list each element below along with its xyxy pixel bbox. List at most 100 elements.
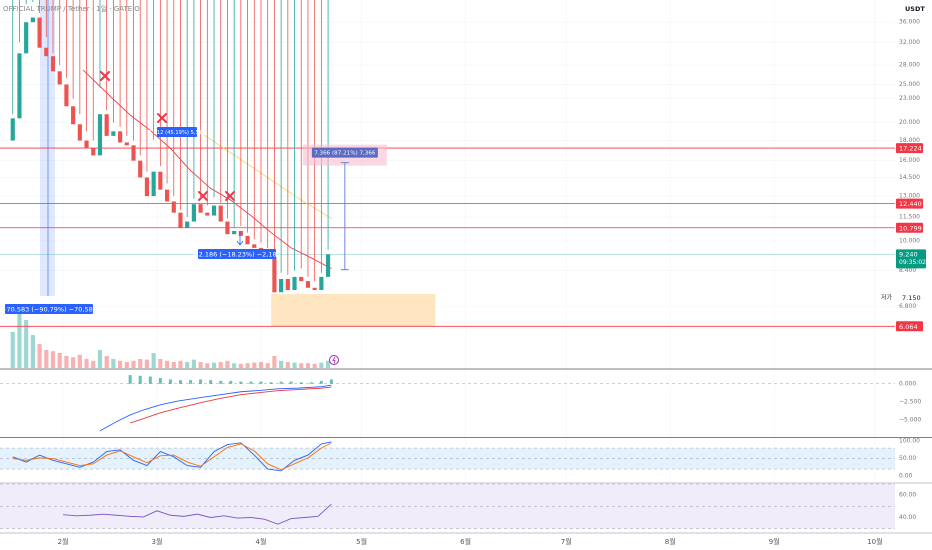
volume-bar [91,360,96,368]
histogram-bar [148,376,152,384]
y-tick-label: 50.00 [899,455,916,462]
candle-body [252,244,257,248]
measure-label: −70.583 (−90.79%) −70,583 [1,306,97,314]
x-tick-label: 8월 [665,537,676,546]
volume-bar [64,356,69,368]
histogram-bar [219,380,223,384]
x-tick-label: 2월 [58,537,69,546]
y-tick-label: 0.000 [899,380,916,387]
volume-bar [305,363,311,368]
candle-body [111,131,116,136]
histogram-bar [178,380,182,384]
candle-body [30,17,35,23]
candle-body [238,230,243,236]
histogram-bar [279,381,283,384]
volume-bar [232,363,237,368]
volume-bar [144,359,150,368]
histogram-bar [229,380,233,384]
candle-body [292,276,297,291]
volume-bar [104,356,109,368]
candle-body [24,22,29,54]
candle-body [97,114,103,156]
volume-bar [24,320,29,368]
candle-body [232,230,237,235]
histogram-bar [319,380,323,384]
candle-body [198,204,203,213]
volume-bar [84,359,89,368]
y-tick-label: −5.000 [899,417,921,424]
projection-box [311,147,378,158]
candle-body [77,124,82,141]
candle-body [138,160,143,178]
x-tick-label: 6월 [460,537,471,546]
measure-box [5,304,93,314]
candle-body [299,276,304,282]
candle-body [305,281,311,288]
volume-bar [258,362,264,368]
indicator-line [12,442,332,471]
volume-bar [138,359,143,368]
indicator-line [99,384,332,432]
y-tick-label: 100.00 [899,438,920,445]
low-name: 저가 [881,294,893,302]
histogram-bar [309,382,313,384]
measure-box [157,127,197,137]
y-tick-label: 11.500 [899,214,920,221]
volume-bar [191,359,196,368]
level-label-box [896,198,923,209]
candle-body [17,53,22,119]
candle-body [218,205,223,222]
y-tick-label: 8.400 [899,267,916,274]
volume-bar [238,363,243,368]
volume-bar [171,362,176,368]
histogram-bar [269,382,273,384]
candle-body [245,235,250,245]
candle-body [225,221,230,235]
measure-box [198,249,276,259]
level-label: 10.799 [899,224,922,232]
histogram-bar [138,375,142,384]
currency: USDT [905,5,925,13]
candle-body [124,142,129,146]
top-layer: 2월 3월 4월 5월 6월 7월 8월 9월 10월 36.000 32.000 28.000 25.… [12,19,926,546]
y-tick-label: 40.00 [899,514,916,521]
y-tick-label: 28.000 [899,62,920,69]
level-label: 12.440 [899,200,922,208]
main-plot [0,0,895,368]
x-tick-label: 3월 [152,537,163,546]
candle-body [272,257,277,293]
volume-bar [151,353,156,368]
volume-bar [57,353,62,368]
volume-bar [312,363,317,368]
y-tick-label: 18.000 [899,137,920,144]
level-label: 6.064 [899,323,918,331]
event-icon[interactable] [329,355,339,365]
candle-body [57,71,62,85]
volume-bar [30,335,35,368]
y-tick-label: 6.800 [899,303,916,310]
x-tick-label: 5월 [356,537,367,546]
candle-body [158,171,163,190]
level-label-box [896,222,923,233]
candle-body [10,118,15,141]
moving-average [203,134,332,219]
candle-body [319,276,324,291]
y-tick-label: 14.500 [899,174,920,181]
volume-bar [44,350,49,368]
zone [271,293,436,327]
x-marker [100,71,110,81]
measure-label: −2.186 (−18.23%) −2,186 [193,251,281,259]
y-tick-label: 23.000 [899,95,920,102]
y-tick-label: −2.500 [899,398,921,405]
candle-body [171,201,176,213]
candle-body [312,287,317,291]
volume-bar [50,351,56,368]
measure-label: 5.512 (45.19%) 5,512 [149,130,206,136]
candle-body [164,189,170,202]
histogram-bar [158,377,162,384]
histogram-bar [299,382,303,384]
candle-body [178,212,183,228]
candle-body [37,17,42,48]
x-tick-label: 7월 [561,537,572,546]
histogram-bar [128,375,132,384]
